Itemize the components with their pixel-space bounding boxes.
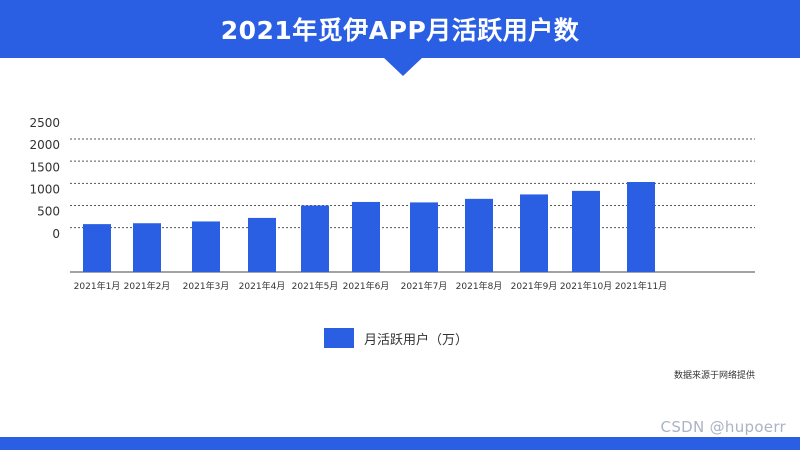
bar — [520, 194, 548, 272]
x-tick-label: 2021年7月 — [401, 280, 448, 292]
x-tick-label: 2021年3月 — [183, 280, 230, 292]
y-tick-label: 2000 — [29, 138, 60, 152]
bar — [465, 198, 493, 272]
y-tick-label: 2500 — [29, 116, 60, 130]
x-tick-label: 2021年5月 — [292, 280, 339, 292]
y-tick-label: 1000 — [29, 183, 60, 197]
x-tick-label: 2021年11月 — [615, 280, 667, 292]
chart-title: 2021年觅伊APP月活跃用户数 — [220, 16, 580, 45]
bar — [192, 221, 220, 272]
x-tick-label: 2021年10月 — [560, 280, 612, 292]
bar — [83, 224, 111, 272]
title-pointer-arrow — [383, 57, 423, 76]
bar — [248, 217, 276, 272]
y-tick-label: 1500 — [29, 160, 60, 174]
bar — [410, 202, 438, 272]
legend: 月活跃用户（万） — [324, 328, 468, 348]
bar — [352, 201, 380, 272]
bar — [301, 205, 329, 272]
bar — [627, 182, 655, 272]
x-tick-label: 2021年4月 — [239, 280, 286, 292]
bar — [572, 190, 600, 272]
y-tick-label: 0 — [52, 227, 60, 241]
x-tick-label: 2021年8月 — [456, 280, 503, 292]
x-tick-label: 2021年9月 — [511, 280, 558, 292]
data-source-note: 数据来源于网络提供 — [673, 371, 755, 381]
x-tick-label: 2021年6月 — [343, 280, 390, 292]
header-banner: 2021年觅伊APP月活跃用户数 — [0, 0, 800, 58]
x-tick-label: 2021年2月 — [124, 280, 171, 292]
bar — [133, 223, 161, 272]
y-tick-label: 500 — [37, 205, 60, 219]
x-tick-label: 2021年1月 — [74, 280, 121, 292]
legend-swatch — [324, 328, 354, 348]
watermark: CSDN @hupoerr — [660, 418, 786, 436]
footer-bar — [0, 437, 800, 450]
legend-label: 月活跃用户（万） — [364, 332, 469, 348]
